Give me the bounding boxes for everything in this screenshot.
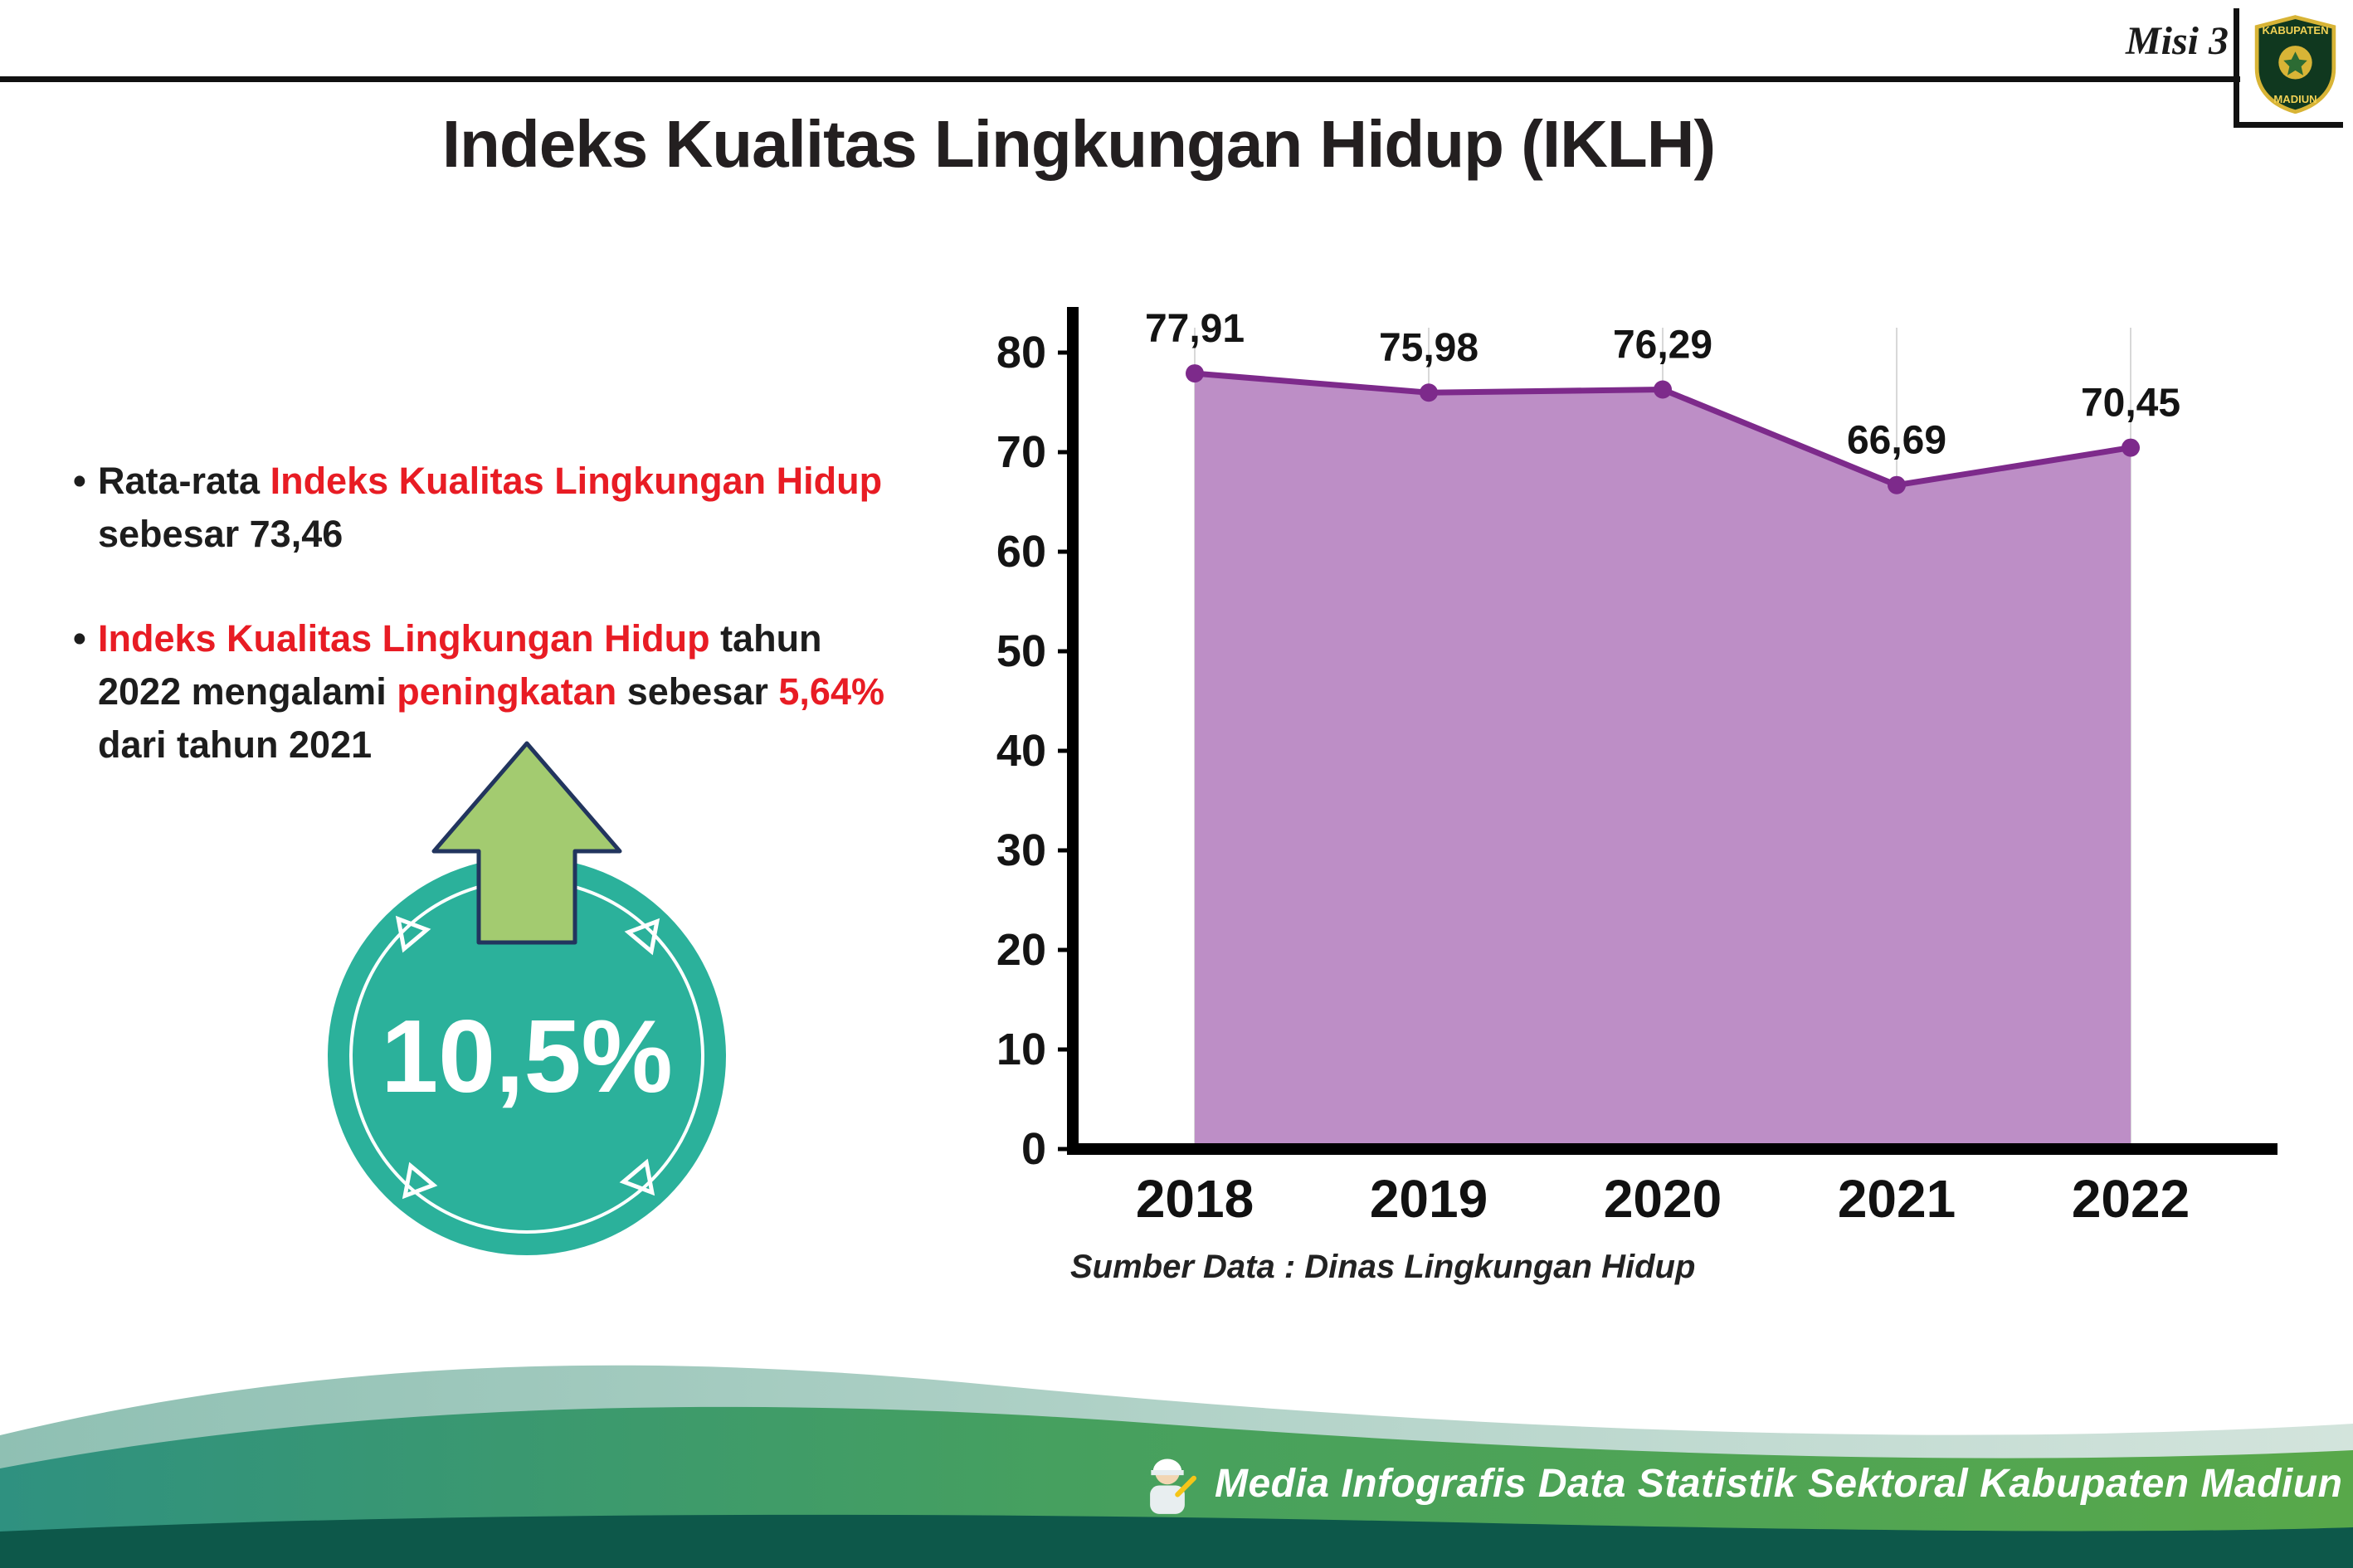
svg-text:2022: 2022 [2072,1169,2190,1229]
badge-triangle-decoration [619,1158,655,1196]
svg-text:20: 20 [996,925,1046,975]
data-points: 77,91 75,98 76,29 66,69 70,45 [1145,307,2180,494]
svg-text:0: 0 [1021,1124,1046,1174]
svg-text:2021: 2021 [1838,1169,1956,1229]
data-source: Sumber Data : Dinas Lingkungan Hidup [1070,1249,1696,1285]
svg-text:30: 30 [996,825,1046,875]
svg-text:2019: 2019 [1370,1169,1488,1229]
badge-triangle-decoration [402,1161,438,1200]
footer-text: Media Infografis Data Statistik Sektoral… [1215,1461,2353,1506]
up-arrow-icon [431,741,622,945]
bullet-dot: • [73,460,86,502]
iklh-area-chart: 0 10 20 30 40 50 60 70 80 77,91 75,98 76,29 66,69 70,… [996,307,2277,1229]
logo-bottom-text: MADIUN [2273,93,2316,105]
bullet-item: • Rata-rata Indeks Kualitas Lingkungan Hi… [73,455,911,561]
svg-text:77,91: 77,91 [1145,307,1245,351]
page-title: Indeks Kualitas Lingkungan Hidup (IKLH) [441,107,1716,181]
svg-text:80: 80 [996,328,1046,377]
svg-text:75,98: 75,98 [1379,326,1479,370]
svg-text:76,29: 76,29 [1613,324,1712,368]
area-fill [1195,373,2131,1149]
svg-text:66,69: 66,69 [1847,419,1946,463]
kabupaten-madiun-logo: KABUPATEN MADIUN [2234,8,2343,128]
badge-triangle-decoration [624,918,660,956]
badge-value: 10,5% [381,1000,673,1114]
x-axis-labels: 2018 2019 2020 2021 2022 [1136,1169,2190,1229]
header-divider [0,76,2240,82]
svg-text:2018: 2018 [1136,1169,1254,1229]
svg-text:10: 10 [996,1025,1046,1074]
badge-triangle-decoration [395,915,431,953]
footer: Media Infografis Data Statistik Sektoral… [1135,1445,2353,1522]
summary-bullets: • Rata-rata Indeks Kualitas Lingkungan Hi… [73,455,911,822]
badge-circle [328,857,726,1255]
bullet-dot: • [73,616,86,660]
svg-text:40: 40 [996,726,1046,776]
svg-text:70,45: 70,45 [2081,382,2180,426]
svg-text:70: 70 [996,427,1046,477]
svg-text:2020: 2020 [1604,1169,1722,1229]
shield-icon: KABUPATEN MADIUN [2254,15,2336,114]
svg-text:60: 60 [996,527,1046,577]
bullet-item: • Indeks Kualitas Lingkungan Hidup tahun … [73,612,911,772]
y-tick-labels: 0 10 20 30 40 50 60 70 80 [996,328,1073,1174]
svg-text:50: 50 [996,626,1046,676]
logo-top-text: KABUPATEN [2262,24,2328,37]
increase-badge: 10,5% [319,728,734,1264]
mascot-icon [1150,1458,1197,1514]
misi-label: Misi 3 [2125,19,2229,63]
